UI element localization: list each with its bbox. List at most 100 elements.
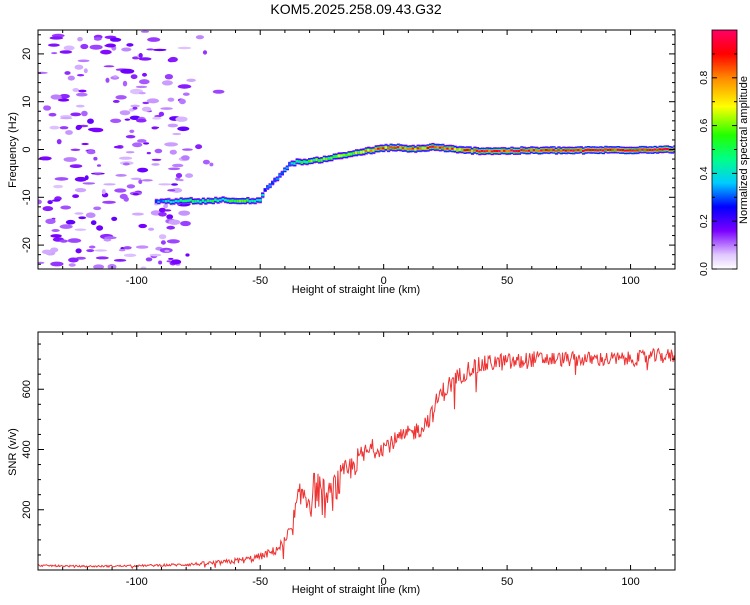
ridge-cell — [582, 149, 586, 153]
ridge-cell — [594, 149, 598, 152]
noise-speckle — [164, 142, 179, 147]
noise-speckle — [111, 216, 118, 221]
ridge-cell — [387, 147, 391, 150]
figure-title: KOM5.2025.258.09.43.G32 — [270, 1, 441, 17]
noise-speckle — [177, 84, 192, 89]
ridge-cell — [216, 199, 220, 202]
y-tick-label: -20 — [21, 237, 33, 253]
ridge-cell — [347, 153, 351, 156]
noise-speckle — [160, 107, 173, 110]
ridge-cell — [226, 199, 230, 202]
noise-speckle — [85, 212, 96, 218]
noise-speckle — [59, 239, 68, 243]
ridge-cell — [401, 147, 405, 150]
noise-speckle — [74, 188, 87, 193]
noise-speckle — [77, 37, 83, 42]
ridge-cell — [290, 162, 294, 165]
ridge-cell — [159, 199, 163, 202]
ridge-cell — [651, 149, 655, 152]
ridge-cell — [204, 200, 208, 203]
ridge-cell — [201, 199, 205, 202]
noise-speckle — [119, 110, 131, 116]
ridge-cell — [475, 149, 480, 152]
noise-speckle — [154, 148, 163, 154]
noise-speckle — [137, 167, 149, 173]
noise-speckle — [166, 225, 175, 230]
noise-speckle — [125, 135, 136, 139]
noise-speckle — [88, 245, 96, 249]
noise-speckle — [182, 148, 193, 151]
ridge-cell — [493, 149, 497, 153]
ridge-cell — [643, 148, 647, 151]
ridge-cell — [293, 162, 297, 165]
ridge-cell — [624, 149, 628, 152]
noise-speckle — [138, 223, 147, 229]
ridge-cell — [169, 200, 173, 204]
ridge-cell — [317, 159, 322, 162]
ridge-cell — [473, 148, 477, 152]
ridge-cell — [508, 149, 512, 153]
noise-speckle — [90, 220, 97, 226]
noise-speckle — [146, 151, 151, 155]
noise-speckle — [75, 248, 82, 254]
ridge-cell — [485, 149, 489, 152]
ridge-cell — [468, 148, 472, 152]
noise-speckle — [64, 71, 71, 75]
x-tick-label: 0 — [381, 576, 387, 588]
ridge-cell — [510, 149, 514, 152]
ridge-cell — [325, 157, 329, 161]
colorbar-tick-label: 0.6 — [699, 118, 710, 132]
y-tick-label: 200 — [21, 501, 33, 519]
noise-speckle — [202, 159, 210, 165]
x-tick-label: 50 — [501, 576, 513, 588]
noise-speckle — [65, 219, 76, 225]
ridge-cell — [391, 146, 396, 149]
ridge-cell — [263, 188, 267, 192]
ridge-cell — [359, 151, 363, 154]
ridge-cell — [184, 199, 188, 202]
noise-speckle — [77, 74, 85, 77]
ridge-cell — [478, 150, 482, 153]
ridge-cell — [340, 154, 344, 157]
ridge-cell — [211, 200, 215, 203]
noise-speckle — [149, 253, 162, 257]
ridge-cell — [396, 146, 401, 149]
ridge-cell — [498, 150, 502, 153]
noise-speckle — [160, 240, 166, 245]
ridge-cell — [616, 148, 620, 151]
noise-speckle — [186, 78, 196, 83]
ridge-cell — [206, 199, 210, 202]
noise-speckle — [96, 164, 102, 167]
noise-speckle — [171, 183, 178, 186]
noise-speckle — [93, 206, 102, 211]
ridge-cell — [636, 149, 640, 152]
x-tick-label: -50 — [252, 576, 268, 588]
ridge-cell — [564, 149, 568, 152]
ridge-cell — [426, 146, 430, 150]
noise-speckle — [41, 249, 53, 255]
ridge-cell — [305, 160, 309, 164]
noise-speckle — [38, 71, 48, 74]
ridge-cell — [261, 194, 265, 197]
noise-speckle — [171, 187, 183, 193]
ridge-cell — [256, 198, 260, 202]
colorbar-tick-label: 0.0 — [699, 262, 710, 276]
ridge-cell — [441, 146, 445, 149]
ridge-cell — [515, 150, 519, 153]
noise-speckle — [178, 179, 184, 182]
noise-speckle — [80, 43, 89, 50]
noise-speckle — [138, 179, 143, 184]
ridge-cell — [424, 147, 428, 150]
ridge-cell — [187, 199, 191, 202]
noise-speckle — [195, 35, 204, 40]
colorbar-tick-label: 0.8 — [699, 70, 710, 84]
snr-ylabel: SNR (v/v) — [7, 428, 19, 476]
noise-speckle — [142, 101, 150, 105]
noise-speckle — [74, 64, 84, 70]
noise-speckle — [93, 37, 102, 41]
noise-speckle — [158, 260, 163, 265]
noise-speckle — [135, 85, 148, 89]
ridge-cell — [431, 145, 435, 148]
noise-speckle — [100, 49, 112, 55]
noise-speckle — [105, 77, 110, 83]
